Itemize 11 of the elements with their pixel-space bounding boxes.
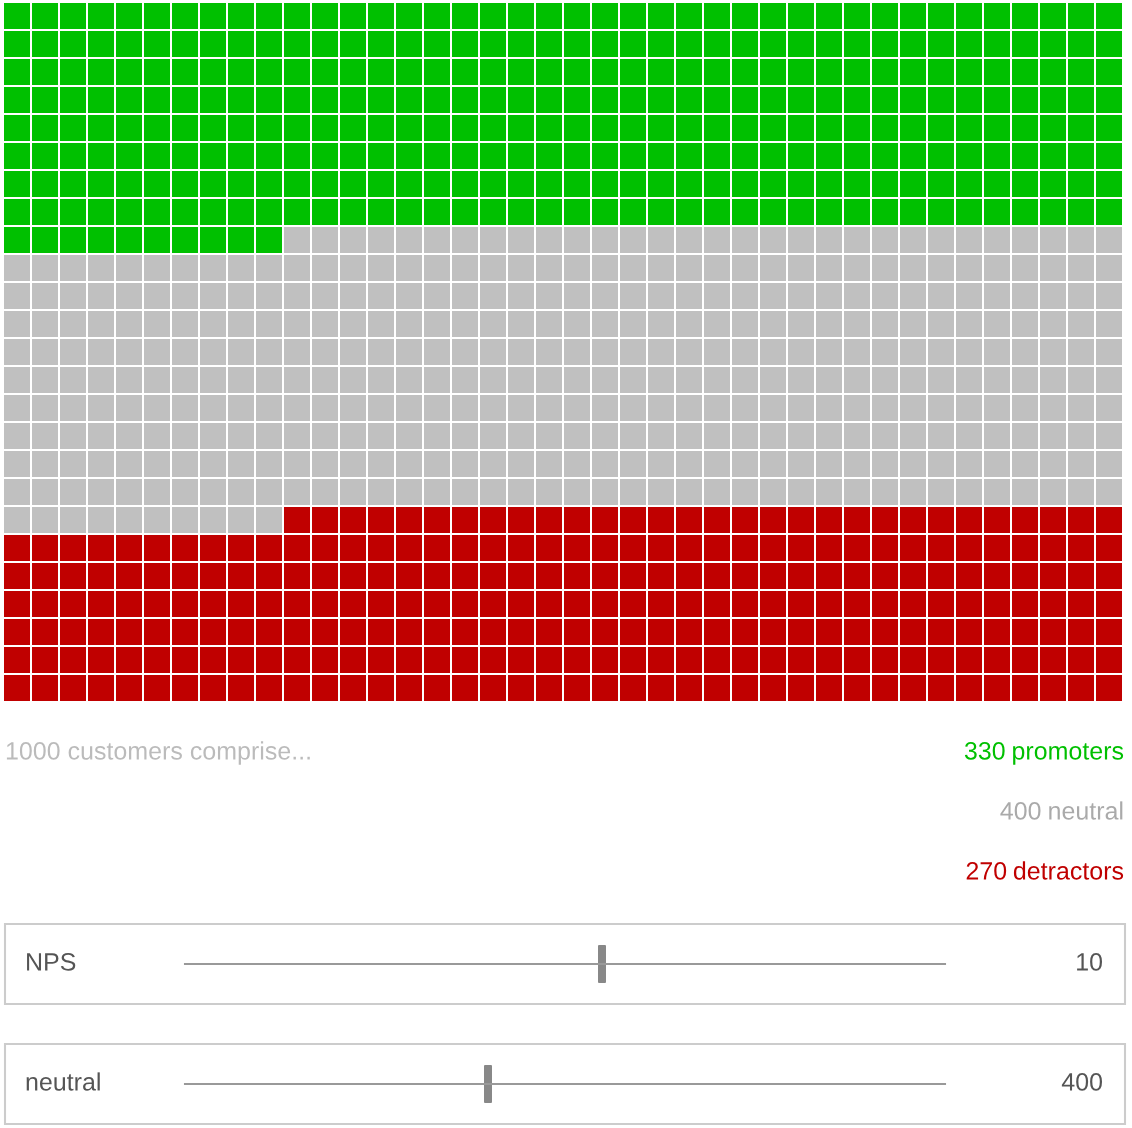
text: 400: [1061, 1073, 1103, 1091]
category-label: neutral: [1049, 801, 1123, 820]
text: NPS: [27, 953, 76, 971]
data-label: 400: [1000, 802, 1041, 820]
text: 10: [1077, 953, 1103, 971]
category-label: promoters: [1013, 743, 1124, 765]
text: 1000 customers comprise...: [6, 741, 310, 765]
text: neutral: [26, 1072, 100, 1091]
data-label: 330: [964, 742, 1005, 760]
category-label: detractors: [1013, 861, 1124, 880]
data-label: 270: [966, 862, 1007, 880]
